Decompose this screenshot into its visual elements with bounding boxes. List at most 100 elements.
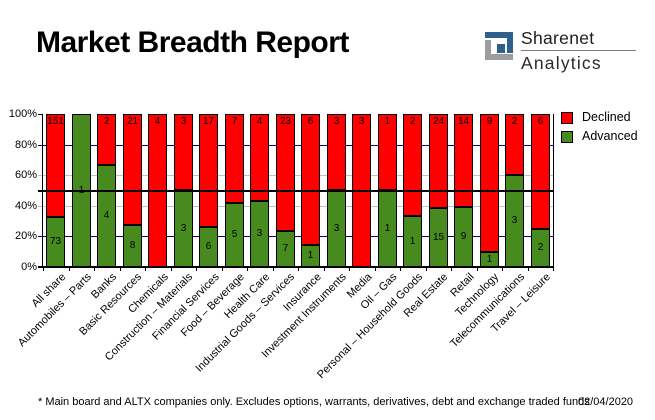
declined-value-label: 3	[180, 116, 187, 127]
y-axis-label: 60%	[14, 169, 37, 181]
bar-segment-declined	[225, 114, 244, 203]
bar-segment-declined	[123, 114, 142, 225]
x-axis-tick	[222, 267, 223, 271]
sharenet-logo-icon	[485, 32, 513, 60]
x-axis-tick	[324, 267, 325, 271]
bar-segment-declined	[174, 114, 193, 190]
declined-value-label: 3	[333, 116, 340, 127]
legend-item-declined: Declined	[561, 111, 638, 124]
bar-segment-declined	[250, 114, 269, 201]
declined-value-label: 17	[202, 116, 215, 127]
footnote: * Main board and ALTX companies only. Ex…	[38, 396, 590, 408]
bar-segment-declined	[327, 114, 346, 190]
plot-right-border	[553, 114, 554, 267]
x-axis-tick	[477, 267, 478, 271]
legend-label-advanced: Advanced	[582, 129, 638, 143]
y-axis-label: 0%	[21, 261, 37, 273]
declined-value-label: 21	[126, 116, 139, 127]
x-axis-tick	[298, 267, 299, 271]
bar-segment-declined	[378, 114, 397, 190]
x-axis-tick	[171, 267, 172, 271]
x-axis-tick	[247, 267, 248, 271]
y-axis-label: 100%	[8, 108, 37, 120]
gridline-80pct	[38, 145, 553, 146]
declined-value-label: 14	[457, 116, 470, 127]
x-axis-tick	[400, 267, 401, 271]
x-axis-tick	[426, 267, 427, 271]
bar-segment-declined	[403, 114, 422, 216]
bar-segment-declined	[97, 114, 116, 165]
bar-segment-declined	[505, 114, 524, 175]
report-date: 02/04/2020	[578, 396, 634, 408]
advanced-value-label: 2	[537, 242, 544, 253]
declined-value-label: 4	[256, 116, 263, 127]
logo-divider	[521, 50, 636, 51]
gridline-60pct	[38, 175, 553, 176]
declined-value-label: 4	[154, 116, 161, 127]
advanced-value-label: 1	[307, 250, 314, 261]
ytick-100pct	[38, 114, 43, 115]
declined-value-label: 1	[384, 116, 391, 127]
advanced-value-label: 3	[511, 215, 518, 226]
gridline-20pct	[38, 236, 553, 237]
page-title: Market Breadth Report	[36, 26, 349, 59]
bar-segment-declined	[301, 114, 320, 245]
y-axis-label: 40%	[14, 200, 37, 212]
declined-value-label: 2	[409, 116, 416, 127]
declined-value-label: 2	[103, 116, 110, 127]
logo-text-sharenet: Sharenet	[521, 28, 595, 48]
advanced-color-swatch	[561, 130, 573, 143]
declined-value-label: 6	[537, 116, 544, 127]
x-axis-tick	[43, 267, 44, 271]
x-axis-tick	[94, 267, 95, 271]
x-axis-tick	[145, 267, 146, 271]
x-axis-tick	[502, 267, 503, 271]
bar-segment-declined	[454, 114, 473, 207]
bar-segment-declined	[531, 114, 550, 229]
x-axis-tick	[375, 267, 376, 271]
declined-value-label: 24	[432, 116, 445, 127]
x-axis-line	[38, 266, 553, 268]
advanced-value-label: 3	[256, 228, 263, 239]
sharenet-logo: Sharenet Analytics	[484, 28, 644, 76]
reference-line-50pct	[38, 190, 553, 192]
chart-legend: Declined Advanced	[561, 111, 638, 149]
advanced-value-label: 3	[333, 223, 340, 234]
x-axis-tick	[196, 267, 197, 271]
advanced-value-label: 1	[384, 223, 391, 234]
x-axis-tick	[528, 267, 529, 271]
advanced-value-label: 73	[49, 236, 62, 247]
declined-value-label: 7	[231, 116, 238, 127]
x-axis-tick	[451, 267, 452, 271]
x-axis-tick	[120, 267, 121, 271]
declined-value-label: 151	[47, 116, 64, 127]
advanced-value-label: 5	[231, 229, 238, 240]
declined-value-label: 6	[307, 116, 314, 127]
declined-color-swatch	[561, 111, 573, 124]
x-axis-tick	[273, 267, 274, 271]
legend-label-declined: Declined	[582, 110, 631, 124]
bar-segment-declined	[46, 114, 65, 217]
x-axis-tick	[553, 267, 554, 271]
declined-value-label: 3	[358, 116, 365, 127]
advanced-value-label: 4	[103, 210, 110, 221]
y-axis-label: 80%	[14, 139, 37, 151]
x-axis-tick	[69, 267, 70, 271]
advanced-value-label: 6	[205, 241, 212, 252]
bar-segment-declined	[429, 114, 448, 208]
advanced-value-label: 1	[486, 254, 493, 265]
advanced-value-label: 8	[129, 240, 136, 251]
y-axis-label: 20%	[14, 230, 37, 242]
bar-segment-declined	[480, 114, 499, 252]
advanced-value-label: 9	[460, 231, 467, 242]
advanced-value-label: 1	[409, 236, 416, 247]
logo-text-analytics: Analytics	[521, 53, 602, 73]
advanced-value-label: 15	[432, 232, 445, 243]
declined-value-label: 23	[279, 116, 292, 127]
advanced-value-label: 3	[180, 223, 187, 234]
bar-segment-declined	[276, 114, 295, 231]
advanced-value-label: 7	[282, 243, 289, 254]
x-axis-tick	[349, 267, 350, 271]
declined-value-label: 2	[511, 116, 518, 127]
